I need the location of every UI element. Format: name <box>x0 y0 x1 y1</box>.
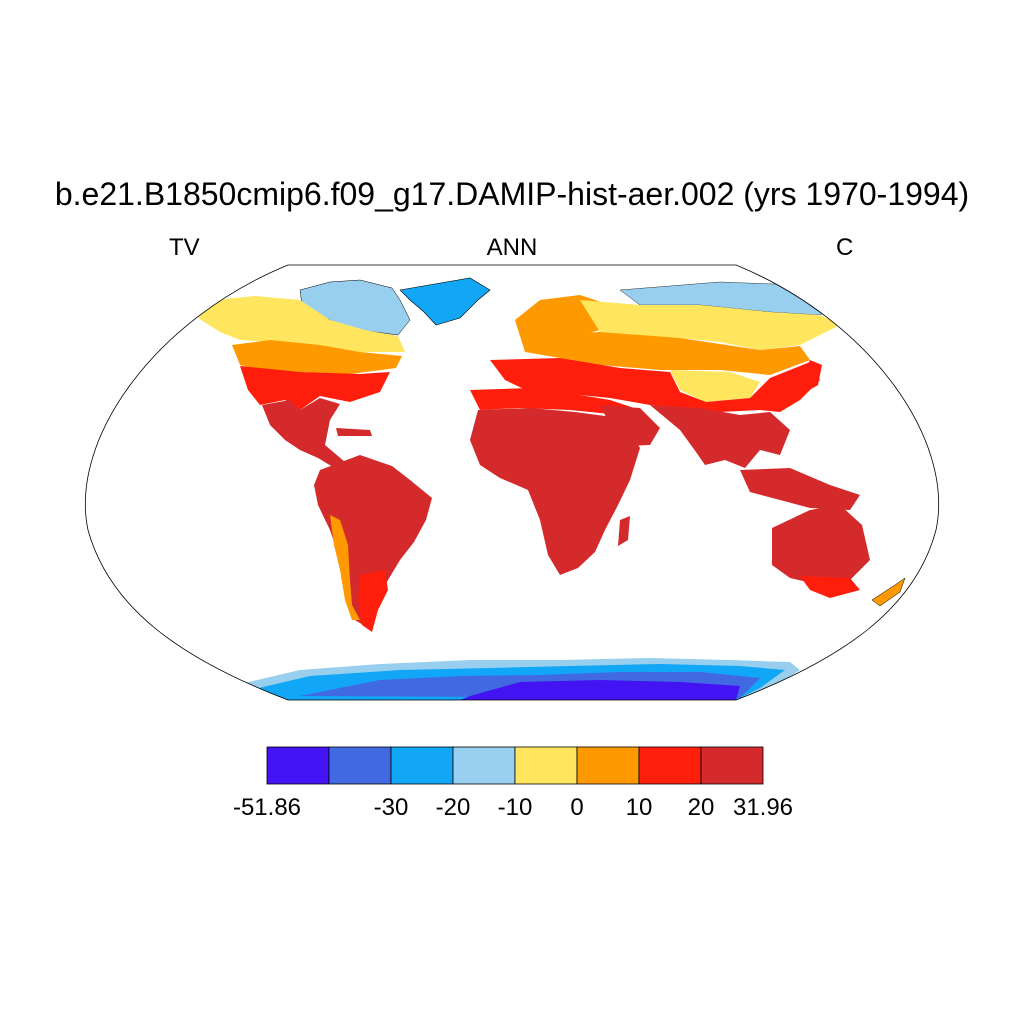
africa-north <box>470 388 640 415</box>
madagascar <box>618 516 630 546</box>
colorbar-label-1: -30 <box>374 794 409 821</box>
plot-title: b.e21.B1850cmip6.f09_g17.DAMIP-hist-aer.… <box>54 176 970 212</box>
map-fill-layer <box>198 277 906 700</box>
tibet <box>670 370 760 402</box>
andes <box>330 515 360 620</box>
north-america-cold <box>198 296 405 352</box>
japan <box>802 360 822 392</box>
greenland <box>399 277 491 326</box>
colorbar-box-3 <box>452 746 516 785</box>
colorbar-label-3: -10 <box>498 794 533 821</box>
colorbar-label-7: 31.96 <box>733 794 793 821</box>
antarctica-core <box>460 680 740 700</box>
colorbar-box-7 <box>700 746 764 785</box>
north-america-mid <box>232 340 402 374</box>
units-label: C <box>836 234 854 261</box>
colorbar-box-0 <box>266 746 330 785</box>
colorbar-label-0: -51.86 <box>233 794 301 821</box>
colorbar-label-2: -20 <box>436 794 471 821</box>
colorbar-box-1 <box>328 746 392 785</box>
map-outline <box>84 264 940 701</box>
asia-mid <box>520 332 810 375</box>
colorbar-label-5: 10 <box>626 794 653 821</box>
asia-warm <box>490 358 820 412</box>
caribbean <box>336 428 372 436</box>
south-america <box>314 455 432 628</box>
colorbar-box-2 <box>390 746 454 785</box>
variable-label: TV <box>169 234 200 261</box>
africa <box>470 408 640 575</box>
asia-cold <box>580 300 840 350</box>
south-asia <box>650 405 790 468</box>
central-america <box>262 398 345 470</box>
arabia <box>600 405 660 446</box>
season-label: ANN <box>486 234 538 261</box>
colorbar-label-6: 20 <box>688 794 715 821</box>
colorbar-box-4 <box>514 746 578 785</box>
north-america-warm <box>240 366 390 410</box>
colorbar-box-5 <box>576 746 640 785</box>
patagonia <box>358 570 388 632</box>
southeast-asia <box>740 468 860 510</box>
australia-south <box>800 576 860 598</box>
australia <box>772 505 870 585</box>
colorbar-box-6 <box>638 746 702 785</box>
colorbar-label-4: 0 <box>570 794 583 821</box>
new-zealand <box>871 577 906 607</box>
